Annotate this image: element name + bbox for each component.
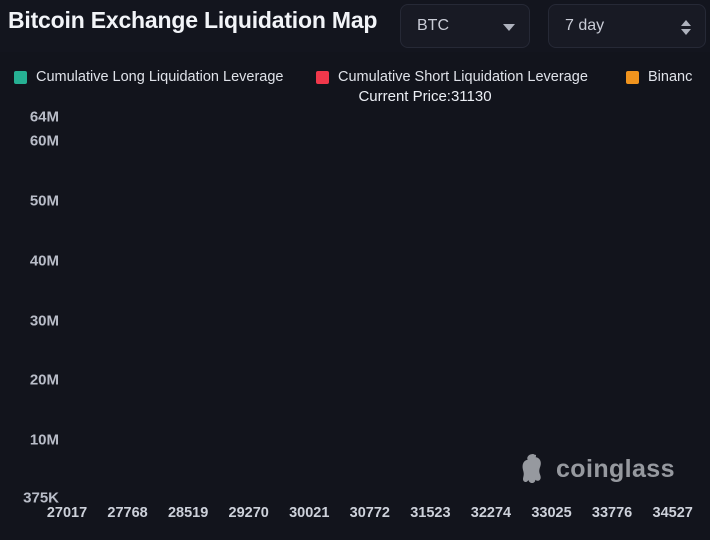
watermark-text: coinglass bbox=[556, 454, 675, 483]
y-axis-tick: 10M bbox=[29, 431, 59, 449]
chart-legend: Cumulative Long Liquidation Leverage Cum… bbox=[0, 64, 710, 90]
legend-label-long: Cumulative Long Liquidation Leverage bbox=[36, 69, 284, 85]
x-axis-tick: 30021 bbox=[289, 505, 330, 521]
y-axis-tick: 60M bbox=[29, 132, 59, 150]
x-axis-tick: 29270 bbox=[228, 505, 269, 521]
y-axis-tick: 40M bbox=[29, 252, 59, 270]
x-axis-tick: 34527 bbox=[652, 505, 693, 521]
current-price-label: Current Price:31130 bbox=[358, 88, 492, 105]
symbol-select[interactable]: BTC bbox=[400, 4, 530, 48]
period-select[interactable]: 7 day bbox=[548, 4, 706, 48]
legend-label-short: Cumulative Short Liquidation Leverage bbox=[338, 69, 588, 85]
legend-swatch-binance bbox=[626, 70, 639, 84]
legend-item-cumulative-long[interactable]: Cumulative Long Liquidation Leverage bbox=[14, 64, 283, 90]
coinglass-watermark: coinglass bbox=[516, 452, 675, 486]
plot-background bbox=[67, 117, 703, 498]
x-axis-tick: 31523 bbox=[410, 505, 451, 521]
chart-header: Bitcoin Exchange Liquidation Map BTC 7 d… bbox=[0, 0, 710, 52]
symbol-select-value: BTC bbox=[417, 17, 449, 34]
legend-swatch-long bbox=[14, 70, 27, 84]
x-axis-tick: 27768 bbox=[107, 505, 148, 521]
y-axis-tick: 50M bbox=[29, 192, 59, 210]
x-axis-tick: 33025 bbox=[531, 505, 572, 521]
x-axis-tick: 27017 bbox=[46, 505, 88, 521]
legend-item-cumulative-short[interactable]: Cumulative Short Liquidation Leverage bbox=[316, 64, 588, 90]
chevron-down-icon bbox=[503, 5, 515, 49]
x-axis: 27017 27768 28519 29270 30021 30772 31523 32274… bbox=[0, 505, 710, 535]
period-select-value: 7 day bbox=[565, 17, 605, 34]
legend-swatch-short bbox=[316, 70, 329, 84]
coinglass-logo-icon bbox=[522, 454, 541, 484]
liquidation-chart-plot[interactable] bbox=[67, 117, 703, 498]
legend-label-binance: Binanc bbox=[648, 69, 693, 85]
legend-item-binance[interactable]: Binanc bbox=[626, 64, 692, 90]
y-axis: 64M 60M 50M 40M 30M 20M 10M 375K bbox=[0, 0, 67, 516]
x-axis-tick: 33776 bbox=[591, 505, 633, 521]
x-axis-tick: 32274 bbox=[470, 505, 512, 521]
x-axis-tick: 28519 bbox=[167, 505, 209, 521]
y-axis-tick: 375K bbox=[23, 489, 59, 507]
y-axis-tick: 64M bbox=[29, 108, 59, 126]
stepper-updown-icon[interactable] bbox=[681, 5, 691, 49]
x-axis-tick: 30772 bbox=[349, 505, 390, 521]
y-axis-tick: 20M bbox=[29, 371, 59, 389]
page-title: Bitcoin Exchange Liquidation Map bbox=[8, 7, 378, 33]
y-axis-tick: 30M bbox=[29, 312, 59, 330]
current-price-annotation: Current Price:31130 bbox=[0, 88, 710, 105]
